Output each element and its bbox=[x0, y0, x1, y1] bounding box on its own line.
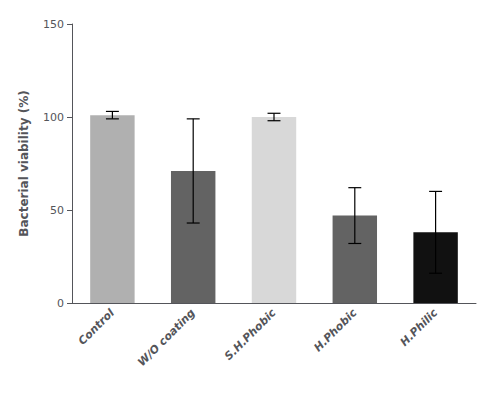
svg-text:0: 0 bbox=[57, 297, 64, 310]
svg-text:W/O coating: W/O coating bbox=[135, 306, 198, 369]
svg-text:Control: Control bbox=[76, 306, 117, 347]
svg-text:100: 100 bbox=[43, 111, 64, 124]
svg-text:S.H.Phobic: S.H.Phobic bbox=[222, 306, 279, 363]
svg-text:H.Philic: H.Philic bbox=[398, 306, 441, 349]
svg-text:150: 150 bbox=[43, 18, 64, 31]
svg-text:H.Phobic: H.Phobic bbox=[311, 306, 359, 354]
svg-text:Bacterial viability (%): Bacterial viability (%) bbox=[17, 90, 31, 236]
svg-text:50: 50 bbox=[50, 204, 64, 217]
